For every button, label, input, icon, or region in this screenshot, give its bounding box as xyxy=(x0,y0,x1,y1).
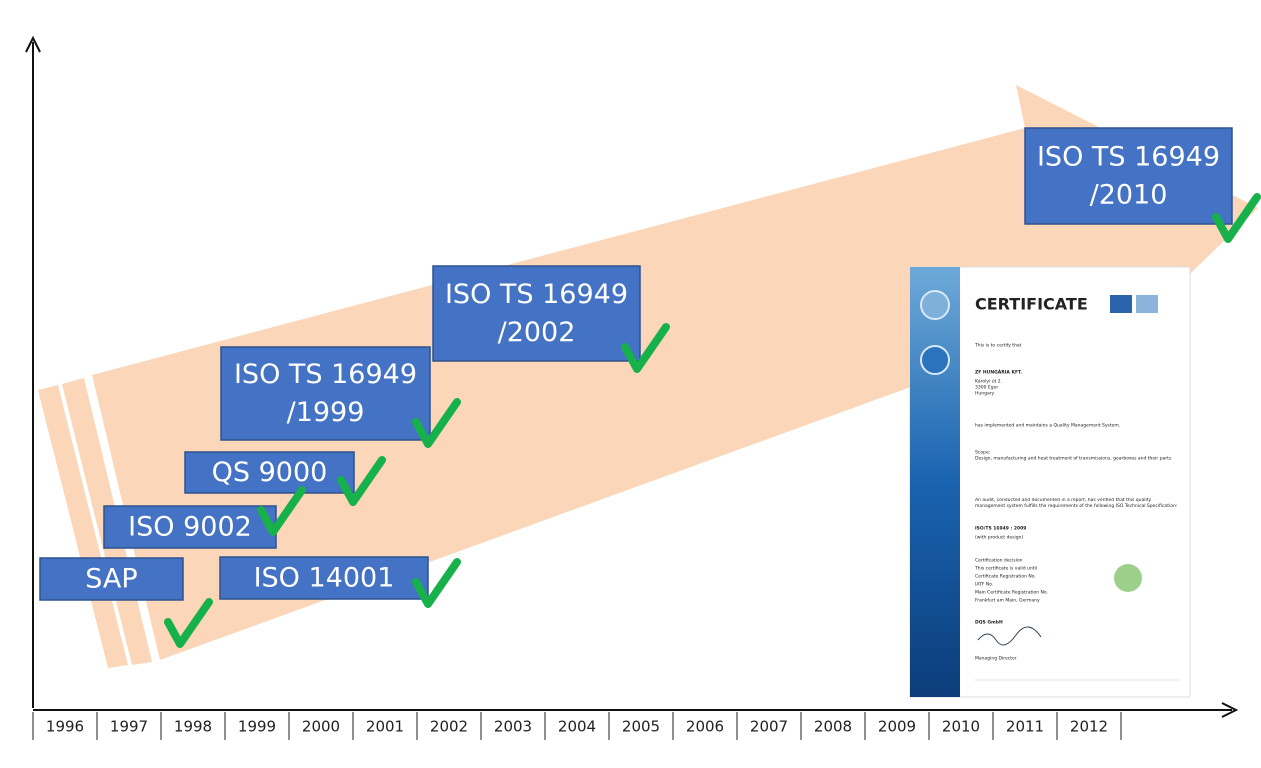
year-label: 2001 xyxy=(366,718,404,736)
cert-text: Károlyi út 2. xyxy=(975,378,1002,385)
year-label: 2002 xyxy=(430,718,468,736)
cert-text: Design, manufacturing and heat treatment… xyxy=(975,456,1172,462)
milestone-label: /1999 xyxy=(287,397,365,428)
cert-detail: Certification decision xyxy=(975,558,1023,564)
year-label: 1996 xyxy=(46,718,84,736)
milestone-label: ISO 9002 xyxy=(128,512,252,543)
cert-text: DQS GmbH xyxy=(975,620,1003,626)
year-label: 2005 xyxy=(622,718,660,736)
year-label: 1997 xyxy=(110,718,148,736)
cert-detail: Frankfurt am Main, Germany xyxy=(975,598,1040,604)
cert-text: Hungary xyxy=(975,391,995,397)
year-label: 2003 xyxy=(494,718,532,736)
year-scale: 1996 1997 1998 1999 2000 2001 2002 2003 2004 2005… xyxy=(33,712,1121,740)
milestone-label: /2002 xyxy=(498,317,576,348)
milestone-label: SAP xyxy=(85,564,137,595)
certificate-title: CERTIFICATE xyxy=(975,295,1088,314)
year-label: 2000 xyxy=(302,718,340,736)
cert-detail: IATF No. xyxy=(975,582,993,588)
year-label: 2012 xyxy=(1070,718,1108,736)
year-label: 2008 xyxy=(814,718,852,736)
cert-company: ZF HUNGÁRIA KFT. xyxy=(975,369,1022,376)
year-label: 2007 xyxy=(750,718,788,736)
diagram: 1996 1997 1998 1999 2000 2001 2002 2003 2004 2005… xyxy=(0,0,1261,764)
year-label: 2009 xyxy=(878,718,916,736)
cert-text: has implemented and maintains a Quality … xyxy=(975,423,1120,429)
milestone-label: QS 9000 xyxy=(212,457,328,488)
cert-text: An audit, conducted and documented in a … xyxy=(975,498,1180,509)
year-label: 2011 xyxy=(1006,718,1044,736)
year-label: 2010 xyxy=(942,718,980,736)
milestone-label: ISO TS 16949 xyxy=(234,359,417,390)
cert-detail: Main Certificate Registration No. xyxy=(975,590,1048,596)
cert-text: This is to certify that xyxy=(974,343,1022,349)
cert-text: Managing Director xyxy=(975,656,1017,662)
year-label: 2006 xyxy=(686,718,724,736)
milestone-label: ISO TS 16949 xyxy=(445,279,628,310)
cert-detail: Certificate Registration No. xyxy=(975,574,1036,580)
milestone-label: /2010 xyxy=(1090,180,1168,211)
milestone-label: ISO 14001 xyxy=(254,563,395,594)
cert-standard: ISO/TS 16949 : 2009 xyxy=(975,526,1026,532)
milestone-label: ISO TS 16949 xyxy=(1037,142,1220,173)
year-label: 1998 xyxy=(174,718,212,736)
cert-text: Scope: xyxy=(975,450,990,456)
cert-text: (with product design) xyxy=(975,535,1023,541)
year-label: 1999 xyxy=(238,718,276,736)
cert-detail: This certificate is valid until xyxy=(974,566,1037,572)
cert-text: 3300 Eger xyxy=(975,385,998,391)
certificate: CERTIFICATE This is to certify that ZF H… xyxy=(910,267,1190,697)
year-label: 2004 xyxy=(558,718,596,736)
